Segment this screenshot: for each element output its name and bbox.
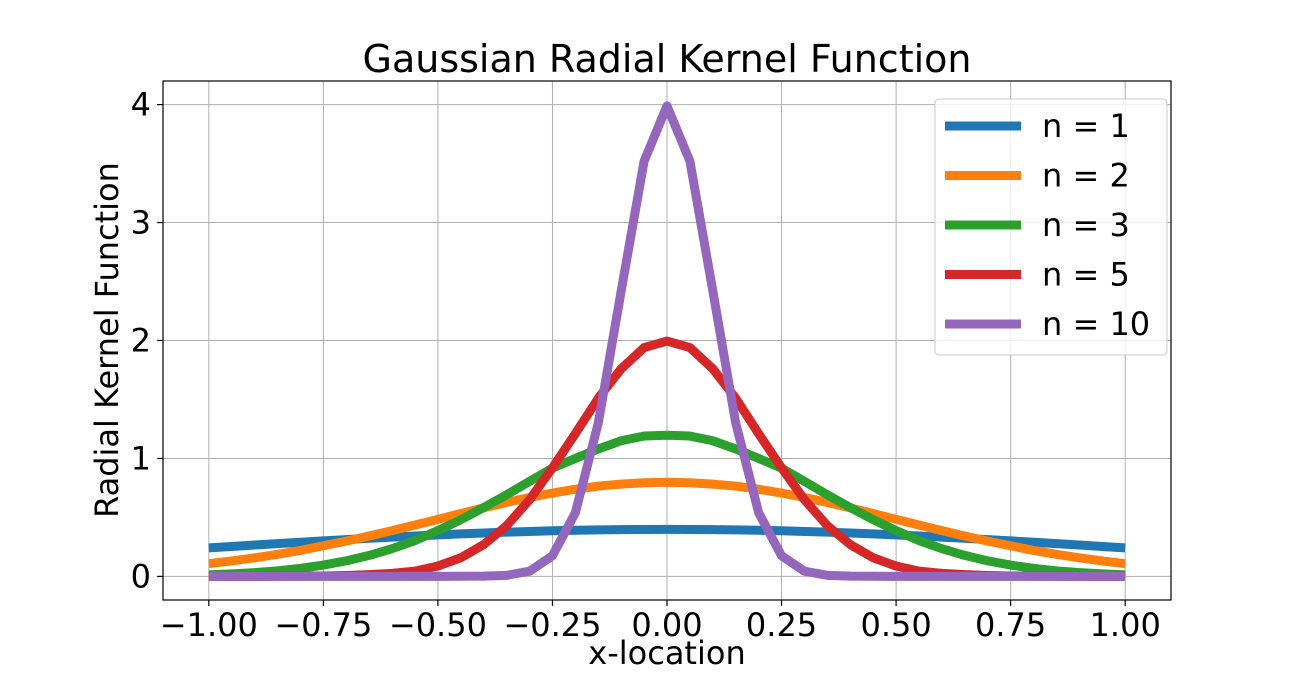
legend-frame (934, 98, 1168, 356)
legend-label: n = 2 (1042, 157, 1130, 195)
series-lines (208, 101, 1126, 581)
x-tick-label: 0.25 (746, 606, 817, 644)
x-axis-ticks: −1.00 −0.75 −0.50 −0.25 0.00 0.25 0.50 0.75 1.00 (160, 600, 1161, 644)
series-line-5 (208, 101, 1126, 581)
x-tick-label: −0.50 (389, 606, 487, 644)
legend-label: n = 5 (1042, 256, 1130, 294)
y-tick-label: 2 (131, 322, 151, 360)
x-tick-label: 0.75 (975, 606, 1046, 644)
legend-label: n = 1 (1042, 107, 1130, 145)
y-tick-label: 3 (131, 204, 151, 242)
x-tick-label: −0.75 (274, 606, 372, 644)
chart-title: Gaussian Radial Kernel Function (363, 37, 972, 81)
y-tick-label: 1 (131, 439, 151, 477)
legend-label: n = 10 (1042, 305, 1150, 343)
x-tick-label: 1.00 (1090, 606, 1161, 644)
legend-label: n = 3 (1042, 206, 1130, 244)
y-axis-ticks: 0 1 2 3 4 (131, 86, 163, 595)
series-line-3 (208, 430, 1126, 580)
x-tick-label: −1.00 (160, 606, 258, 644)
x-tick-label: −0.25 (503, 606, 601, 644)
y-tick-label: 0 (131, 557, 151, 595)
series-line-2 (208, 477, 1126, 569)
y-axis-label: Radial Kernel Function (88, 162, 126, 518)
legend: n = 1 n = 2 n = 3 n = 5 n = 10 (934, 98, 1168, 356)
x-tick-label: 0.50 (860, 606, 931, 644)
x-axis-label: x-location (588, 634, 745, 672)
y-tick-label: 4 (131, 86, 151, 124)
x-tick-label: 0.00 (631, 606, 702, 644)
